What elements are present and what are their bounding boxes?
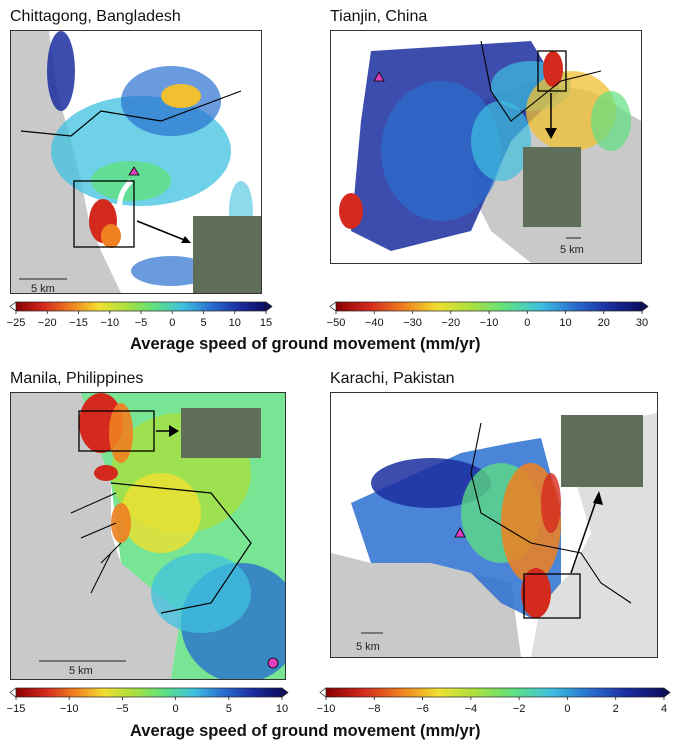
panel-title-tianjin: Tianjin, China <box>330 8 428 25</box>
colorbar-right-arrow-icon <box>641 301 649 312</box>
map-tianjin: 5 km <box>339 40 641 263</box>
colorbar-left-arrow-icon <box>329 301 337 312</box>
colorbar-gradient <box>335 301 643 312</box>
map-manila: 5 km <box>11 393 285 679</box>
colorbar-tick-label: −10 <box>100 317 119 329</box>
colorbar-gradient <box>325 687 665 698</box>
zoom-arrow <box>570 500 597 574</box>
city-boundary-line <box>470 422 632 604</box>
marker-triangle-icon <box>373 71 385 82</box>
colorbar-tick-label: 30 <box>636 317 648 329</box>
colorbar-tick-label: 15 <box>260 317 272 329</box>
zoom-box <box>523 573 581 619</box>
colorbar-left-arrow-icon <box>9 687 17 698</box>
colorbar-gradient <box>15 687 283 698</box>
colorbar-bottom-left: −15 −10 −5 0 5 10 <box>7 687 289 715</box>
colorbar-gradient <box>15 301 267 312</box>
panel-title-karachi: Karachi, Pakistan <box>330 370 455 387</box>
scale-bar-label: 5 km <box>356 641 380 653</box>
colorbar-tick-label: 0 <box>524 317 530 329</box>
marker-circle-icon <box>267 657 279 669</box>
colorbar-tick-label: −5 <box>135 317 148 329</box>
inset-satellite-image <box>561 415 643 487</box>
arrow-head-icon <box>593 491 603 505</box>
map-panel-karachi[interactable]: 5 km <box>330 392 658 658</box>
colorbar-caption-bottom: Average speed of ground movement (mm/yr) <box>130 722 481 740</box>
map-panel-tianjin[interactable]: 5 km <box>330 30 642 264</box>
colorbar-tick-label: 10 <box>276 703 288 715</box>
scale-bar-label: 5 km <box>31 283 55 293</box>
colorbar-tick-label: 0 <box>564 703 570 715</box>
colorbar-tick-label: −8 <box>368 703 381 715</box>
city-boundary-line <box>110 482 252 614</box>
scale-bar-label: 5 km <box>560 244 584 256</box>
velocity-field-karachi <box>351 438 561 618</box>
inset-satellite-image <box>193 216 261 293</box>
sea-land-gray <box>11 393 181 679</box>
zoom-box <box>78 410 155 452</box>
colorbar-tick-label: 20 <box>598 317 610 329</box>
colorbar-tick-label: −30 <box>403 317 422 329</box>
colorbar-tick-label: 2 <box>613 703 619 715</box>
arrow-head-icon <box>181 236 191 243</box>
colorbar-right-arrow-icon <box>663 687 671 698</box>
colorbar-tick-label: 5 <box>226 703 232 715</box>
colorbar-tick-label: −2 <box>513 703 526 715</box>
colorbar-tick-label: −10 <box>60 703 79 715</box>
colorbar-right-arrow-icon <box>265 301 273 312</box>
colorbar-tick-label: −40 <box>365 317 384 329</box>
marker-triangle-icon <box>454 527 466 538</box>
city-boundary-line <box>20 90 242 137</box>
colorbar-tick-label: 10 <box>559 317 571 329</box>
zoom-arrow <box>136 220 188 242</box>
zoom-box <box>537 50 567 92</box>
colorbar-tick-label: −6 <box>416 703 429 715</box>
colorbar-tick-label: −50 <box>327 317 346 329</box>
colorbar-tick-label: −10 <box>317 703 336 715</box>
arrow-head-icon <box>545 128 557 139</box>
arrow-head-icon <box>169 425 179 437</box>
colorbar-caption-top: Average speed of ground movement (mm/yr) <box>130 335 481 353</box>
colorbar-tick-label: 0 <box>173 703 179 715</box>
river <box>113 179 141 273</box>
colorbar-tick-label: −25 <box>7 317 26 329</box>
inset-satellite-image <box>181 408 261 458</box>
colorbar-bottom-right: −10 −8 −6 −4 −2 0 2 4 <box>317 687 671 715</box>
inset-satellite-image <box>523 147 581 227</box>
colorbar-tick-label: 0 <box>169 317 175 329</box>
colorbar-tick-label: −20 <box>441 317 460 329</box>
panel-title-chittagong: Chittagong, Bangladesh <box>10 8 181 25</box>
colorbar-top-left: −25 −20 −15 −10 −5 0 5 10 15 <box>7 301 273 329</box>
colorbar-top-right: −50 −40 −30 −20 −10 0 10 20 30 <box>327 301 649 329</box>
colorbar-left-arrow-icon <box>9 301 17 312</box>
colorbar-tick-label: −4 <box>465 703 478 715</box>
colorbar-right-arrow-icon <box>281 687 289 698</box>
panel-title-manila: Manila, Philippines <box>10 370 144 387</box>
velocity-field-tianjin <box>339 41 631 251</box>
colorbar-tick-label: −5 <box>116 703 129 715</box>
colorbar-tick-label: 10 <box>229 317 241 329</box>
map-karachi: 5 km <box>331 413 657 657</box>
scale-bar-label: 5 km <box>69 665 93 677</box>
pier-lines <box>70 492 122 594</box>
colorbar-left-arrow-icon <box>319 687 327 698</box>
colorbar-tick-label: 5 <box>200 317 206 329</box>
colorbar-tick-label: −15 <box>69 317 88 329</box>
colorbar-tick-label: 4 <box>661 703 667 715</box>
map-panel-chittagong[interactable]: 5 km <box>10 30 262 294</box>
velocity-field-manila <box>79 393 285 679</box>
city-boundary-line <box>480 40 602 122</box>
marker-triangle-icon <box>128 166 140 176</box>
land-gray <box>331 553 521 657</box>
colorbar-tick-label: −10 <box>480 317 499 329</box>
map-panel-manila[interactable]: 5 km <box>10 392 286 680</box>
zoom-box <box>73 180 135 248</box>
map-chittagong: 5 km <box>11 31 261 293</box>
colorbar-tick-label: −20 <box>38 317 57 329</box>
colorbar-tick-label: −15 <box>7 703 26 715</box>
